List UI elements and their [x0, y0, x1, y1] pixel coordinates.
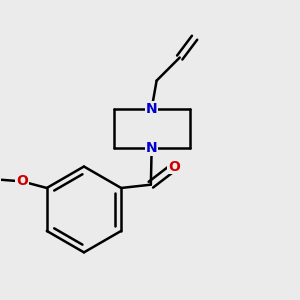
Text: N: N — [146, 141, 158, 155]
Text: O: O — [16, 174, 28, 188]
Text: O: O — [168, 160, 180, 173]
Text: N: N — [146, 102, 158, 116]
